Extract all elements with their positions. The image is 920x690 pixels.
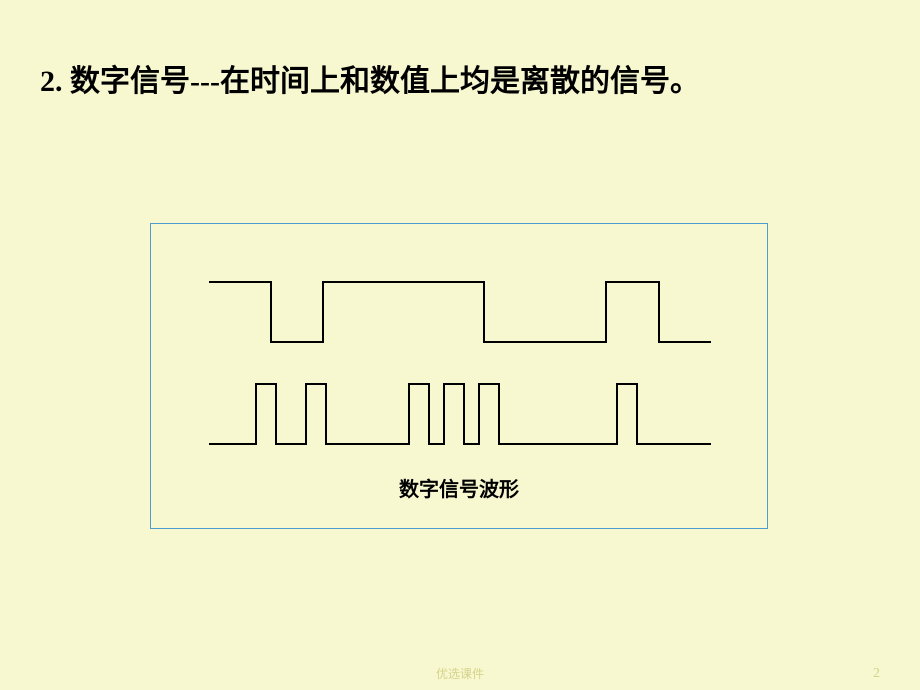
slide-heading: 2. 数字信号---在时间上和数值上均是离散的信号。 <box>40 55 880 109</box>
diagram-caption: 数字信号波形 <box>151 473 767 502</box>
signal-wave-1 <box>209 282 711 342</box>
signal-wave-2 <box>209 384 711 444</box>
waveform-diagram-box: 数字信号波形 <box>150 223 768 529</box>
page-number: 2 <box>873 666 880 682</box>
footer-watermark: 优选课件 <box>0 665 920 682</box>
